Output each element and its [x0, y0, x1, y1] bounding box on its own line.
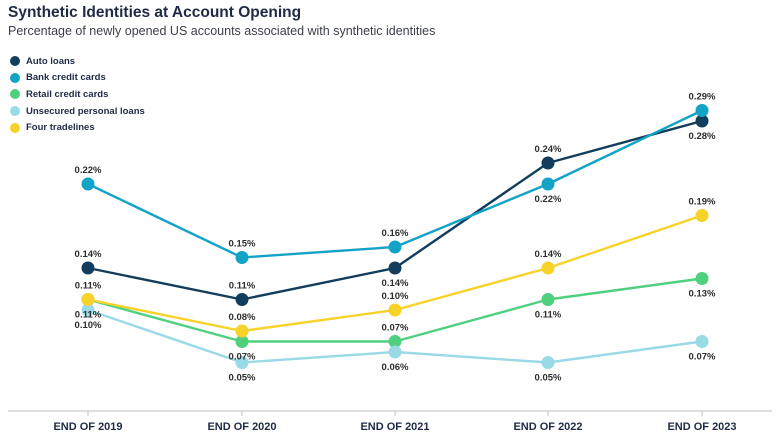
legend-swatch: [10, 89, 20, 100]
data-point: [81, 261, 95, 275]
data-point: [541, 177, 555, 191]
data-label: 0.13%: [689, 289, 716, 300]
data-label: 0.11%: [535, 310, 562, 321]
data-label: 0.14%: [75, 249, 102, 260]
legend: Auto loans Bank credit cards Retail cred…: [10, 53, 145, 136]
legend-label: Bank credit cards: [26, 72, 106, 84]
data-label: 0.11%: [229, 281, 256, 292]
chart-title: Synthetic Identities at Account Opening: [8, 4, 302, 21]
data-point: [388, 335, 402, 348]
legend-label: Retail credit cards: [26, 88, 109, 100]
data-label: 0.07%: [689, 352, 716, 363]
legend-swatch: [10, 106, 20, 117]
data-point: [541, 356, 555, 369]
legend-label: Unsecured personal loans: [26, 105, 145, 117]
x-tick-label: END OF 2020: [207, 421, 276, 433]
data-point: [235, 356, 249, 369]
data-point: [695, 335, 709, 348]
data-label: 0.14%: [535, 249, 562, 260]
data-label: 0.22%: [535, 194, 562, 205]
data-point: [235, 251, 249, 264]
data-point: [695, 114, 709, 128]
data-point: [388, 261, 402, 275]
data-label: 0.05%: [535, 373, 562, 384]
legend-item-bank-credit-cards: Bank credit cards: [10, 70, 145, 87]
legend-swatch: [10, 72, 20, 83]
data-label: 0.16%: [382, 228, 409, 239]
data-label: 0.06%: [382, 362, 409, 373]
data-point: [695, 104, 709, 117]
data-point: [235, 324, 249, 338]
legend-swatch: [10, 56, 20, 67]
data-label: 0.10%: [382, 291, 409, 302]
x-tick-label: END OF 2022: [513, 421, 582, 433]
data-label: 0.07%: [382, 323, 409, 334]
data-label: 0.11%: [75, 281, 102, 292]
data-label: 0.07%: [229, 352, 256, 363]
data-label: 0.11%: [75, 310, 102, 321]
data-point: [81, 177, 95, 191]
data-label: 0.10%: [75, 320, 102, 331]
data-point: [541, 293, 555, 306]
legend-item-unsecured-personal-loans: Unsecured personal loans: [10, 103, 145, 120]
data-label: 0.29%: [689, 92, 716, 103]
data-label: 0.24%: [535, 144, 562, 155]
x-tick-label: END OF 2019: [53, 421, 122, 433]
data-point: [235, 335, 249, 348]
data-label: 0.22%: [75, 165, 102, 176]
legend-label: Auto loans: [26, 55, 76, 67]
data-point: [541, 261, 555, 275]
data-point: [81, 303, 95, 317]
legend-item-four-tradelines: Four tradelines: [10, 119, 145, 136]
data-point: [388, 240, 402, 254]
x-tick-label: END OF 2023: [667, 421, 736, 433]
data-point: [388, 303, 402, 317]
chart-subtitle: Percentage of newly opened US accounts a…: [8, 24, 436, 38]
legend-label: Four tradelines: [26, 122, 95, 134]
data-point: [388, 345, 402, 359]
legend-swatch: [10, 122, 20, 133]
data-label: 0.08%: [229, 312, 256, 323]
data-label: 0.28%: [689, 131, 716, 142]
legend-item-retail-credit-cards: Retail credit cards: [10, 86, 145, 103]
legend-item-auto-loans: Auto loans: [10, 53, 145, 70]
data-label: 0.05%: [229, 373, 256, 384]
x-tick-label: END OF 2021: [360, 421, 429, 433]
data-point: [695, 272, 709, 285]
data-label: 0.14%: [382, 278, 409, 289]
data-point: [81, 293, 95, 306]
data-point: [541, 156, 555, 170]
data-label: 0.19%: [689, 197, 716, 208]
data-point: [695, 209, 709, 222]
data-label: 0.15%: [229, 239, 256, 250]
data-point: [235, 293, 249, 306]
